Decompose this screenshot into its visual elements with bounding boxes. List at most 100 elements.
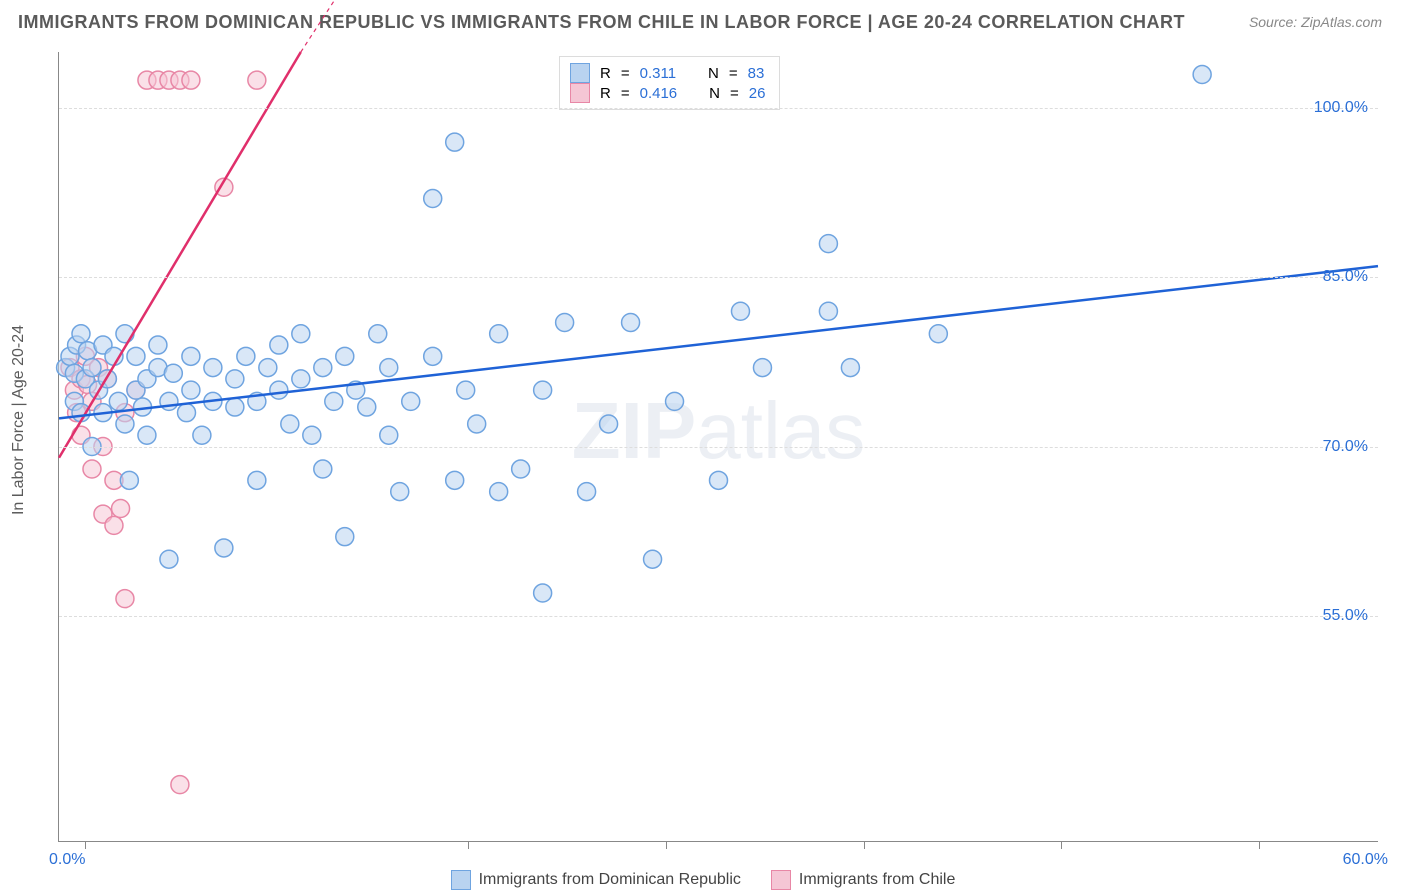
r-label: R: [600, 65, 611, 82]
data-point-dominican: [259, 359, 277, 377]
bottom-legend: Immigrants from Dominican Republic Immig…: [0, 870, 1406, 890]
source-attribution: Source: ZipAtlas.com: [1249, 14, 1382, 30]
data-point-dominican: [380, 359, 398, 377]
data-point-dominican: [468, 415, 486, 433]
data-point-dominican: [182, 381, 200, 399]
data-point-dominican: [237, 347, 255, 365]
data-point-dominican: [149, 336, 167, 354]
eq: =: [729, 65, 738, 82]
data-point-dominican: [281, 415, 299, 433]
stats-legend: R = 0.311 N = 83 R = 0.416 N = 26: [559, 56, 780, 110]
n-value-dominican: 83: [748, 65, 765, 82]
data-point-dominican: [178, 404, 196, 422]
data-point-chile: [112, 499, 130, 517]
data-point-dominican: [292, 370, 310, 388]
swatch-dominican: [570, 63, 590, 83]
n-label: N: [709, 85, 720, 102]
gridline: [59, 616, 1378, 617]
data-point-dominican: [336, 528, 354, 546]
data-point-dominican: [380, 426, 398, 444]
bottom-legend-item-chile: Immigrants from Chile: [771, 870, 955, 890]
data-point-dominican: [512, 460, 530, 478]
data-point-dominican: [369, 325, 387, 343]
data-point-dominican: [325, 392, 343, 410]
data-point-dominican: [819, 302, 837, 320]
data-point-dominican: [666, 392, 684, 410]
x-max-label: 60.0%: [1343, 851, 1388, 869]
data-point-dominican: [226, 370, 244, 388]
trend-line-dominican: [59, 266, 1378, 418]
gridline: [59, 108, 1378, 109]
data-point-dominican: [556, 314, 574, 332]
data-point-dominican: [578, 483, 596, 501]
y-tick-label: 100.0%: [1314, 99, 1368, 117]
data-point-chile: [83, 460, 101, 478]
data-point-dominican: [204, 359, 222, 377]
data-point-dominican: [292, 325, 310, 343]
data-point-chile: [116, 590, 134, 608]
data-point-dominican: [490, 325, 508, 343]
data-point-dominican: [109, 392, 127, 410]
data-point-dominican: [490, 483, 508, 501]
data-point-dominican: [929, 325, 947, 343]
data-point-dominican: [83, 359, 101, 377]
eq: =: [621, 65, 630, 82]
x-tick: [1061, 841, 1062, 849]
data-point-dominican: [710, 471, 728, 489]
gridline: [59, 277, 1378, 278]
data-point-dominican: [424, 190, 442, 208]
data-point-dominican: [248, 471, 266, 489]
data-point-dominican: [534, 584, 552, 602]
data-point-chile: [248, 71, 266, 89]
data-point-dominican: [314, 359, 332, 377]
data-point-dominican: [72, 325, 90, 343]
data-point-dominican: [160, 550, 178, 568]
n-value-chile: 26: [749, 85, 766, 102]
data-point-dominican: [600, 415, 618, 433]
y-tick-label: 70.0%: [1323, 438, 1368, 456]
r-value-chile: 0.416: [640, 85, 678, 102]
swatch-chile-icon: [771, 870, 791, 890]
data-point-dominican: [424, 347, 442, 365]
page-title: IMMIGRANTS FROM DOMINICAN REPUBLIC VS IM…: [18, 12, 1185, 33]
x-tick: [1259, 841, 1260, 849]
data-point-dominican: [1193, 66, 1211, 84]
data-point-dominican: [841, 359, 859, 377]
stats-legend-row-chile: R = 0.416 N = 26: [570, 83, 765, 103]
data-point-dominican: [226, 398, 244, 416]
x-tick: [85, 841, 86, 849]
eq: =: [621, 85, 630, 102]
data-point-chile: [171, 776, 189, 794]
data-point-dominican: [819, 235, 837, 253]
y-axis-label: In Labor Force | Age 20-24: [10, 325, 28, 515]
x-tick: [468, 841, 469, 849]
data-point-dominican: [446, 471, 464, 489]
data-point-dominican: [270, 381, 288, 399]
data-point-dominican: [116, 415, 134, 433]
y-tick-label: 55.0%: [1323, 607, 1368, 625]
data-point-dominican: [391, 483, 409, 501]
data-point-chile: [182, 71, 200, 89]
data-point-dominican: [457, 381, 475, 399]
data-point-dominican: [644, 550, 662, 568]
data-point-dominican: [193, 426, 211, 444]
data-point-dominican: [753, 359, 771, 377]
data-point-dominican: [138, 426, 156, 444]
data-point-dominican: [116, 325, 134, 343]
stats-legend-row-dominican: R = 0.311 N = 83: [570, 63, 765, 83]
r-label: R: [600, 85, 611, 102]
data-point-chile: [105, 516, 123, 534]
bottom-legend-item-dominican: Immigrants from Dominican Republic: [451, 870, 741, 890]
data-point-dominican: [336, 347, 354, 365]
data-point-dominican: [215, 539, 233, 557]
n-label: N: [708, 65, 719, 82]
x-tick: [864, 841, 865, 849]
data-point-dominican: [358, 398, 376, 416]
swatch-chile: [570, 83, 590, 103]
data-point-dominican: [182, 347, 200, 365]
data-point-dominican: [534, 381, 552, 399]
data-point-dominican: [731, 302, 749, 320]
x-min-label: 0.0%: [49, 851, 85, 869]
data-point-dominican: [270, 336, 288, 354]
data-point-dominican: [446, 133, 464, 151]
